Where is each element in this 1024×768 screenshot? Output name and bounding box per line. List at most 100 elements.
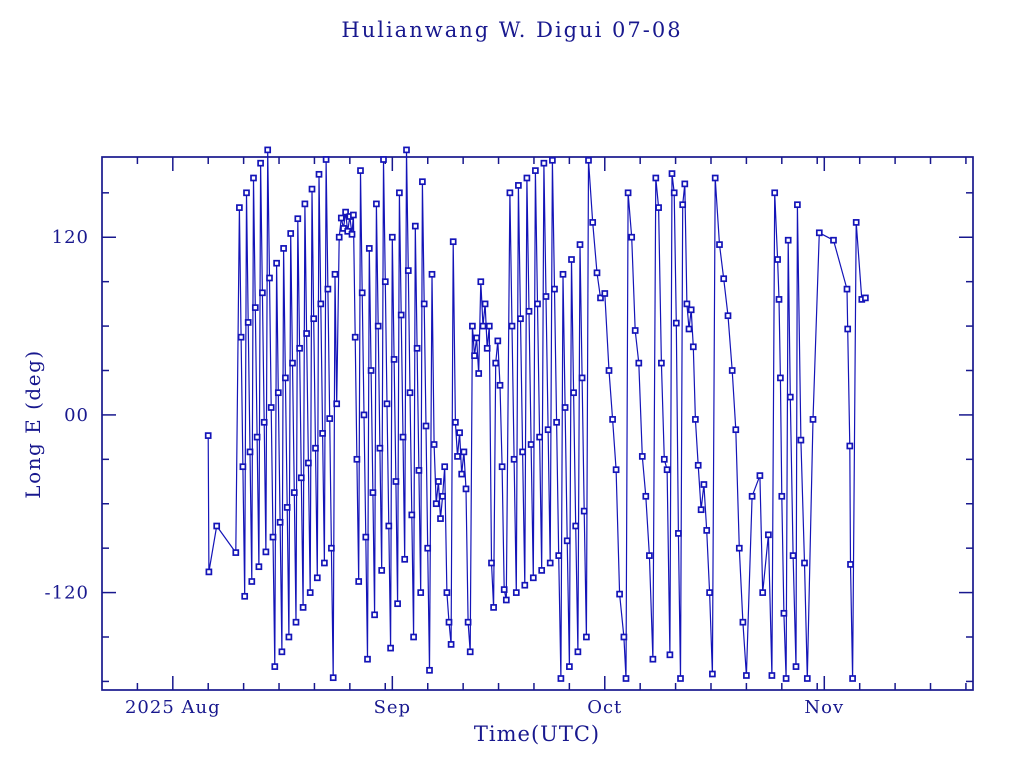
data-point-marker (677, 675, 684, 682)
x-tick-label: Sep (374, 697, 412, 718)
data-point-marker (471, 352, 478, 360)
data-point-marker (521, 581, 529, 589)
data-point-marker (269, 533, 277, 541)
data-point-marker (246, 448, 254, 456)
data-point-marker (843, 285, 851, 293)
data-point-marker (557, 675, 565, 682)
data-point-marker (492, 359, 500, 367)
data-point-marker (830, 236, 837, 244)
data-point-marker (479, 322, 487, 330)
data-point-marker (271, 663, 279, 670)
data-point-marker (394, 600, 401, 608)
data-point-marker (559, 270, 567, 278)
data-point-marker (454, 453, 461, 460)
data-point-marker (376, 444, 384, 452)
data-point-marker (585, 156, 592, 164)
data-point-marker (670, 189, 678, 197)
data-point-marker (794, 201, 801, 209)
data-point-marker (620, 633, 628, 641)
data-point-marker (244, 319, 252, 326)
data-point-marker (380, 156, 387, 163)
y-axis-title: Long E (deg) (21, 349, 45, 498)
data-point-marker (728, 367, 736, 374)
data-point-marker (711, 174, 719, 182)
data-point-marker (519, 448, 526, 456)
data-point-marker (542, 293, 550, 300)
data-point-marker (536, 433, 543, 441)
data-point-marker (452, 418, 459, 426)
data-point-marker (655, 204, 662, 211)
x-tick-label: Nov (804, 697, 844, 718)
data-point-marker (683, 300, 691, 308)
data-point-marker (679, 201, 687, 209)
data-point-marker (328, 544, 335, 552)
data-point-marker (515, 182, 522, 189)
data-point-marker (771, 189, 779, 197)
data-point-marker (496, 381, 504, 389)
data-point-marker (404, 267, 412, 274)
data-point-marker (803, 675, 811, 682)
data-point-marker (239, 463, 247, 471)
data-point-marker (250, 174, 257, 182)
data-point-marker (568, 256, 575, 263)
data-point-marker (462, 485, 470, 493)
data-point-marker (255, 563, 263, 571)
data-point-marker (353, 455, 361, 463)
data-point-marker (852, 219, 860, 226)
data-point-marker (732, 426, 740, 434)
data-point-marker (759, 589, 767, 596)
data-point-marker (299, 604, 307, 611)
data-point-marker (381, 278, 389, 286)
data-point-marker (675, 530, 682, 537)
data-point-marker (786, 393, 794, 401)
data-point-marker (844, 325, 852, 333)
data-point-marker (274, 389, 282, 397)
data-point-marker (237, 333, 245, 341)
data-point-marker (525, 307, 533, 315)
data-point-marker (424, 544, 432, 552)
data-point-marker (609, 416, 616, 423)
data-point-marker (593, 269, 601, 277)
data-point-marker (538, 567, 546, 574)
data-point-marker (278, 648, 286, 656)
data-point-marker (500, 586, 508, 593)
data-point-marker (739, 618, 747, 626)
data-point-marker (510, 455, 518, 463)
data-point-marker (687, 306, 695, 314)
data-point-marker (649, 655, 657, 663)
data-point-marker (638, 453, 646, 460)
data-point-marker (546, 559, 554, 567)
data-point-marker (364, 655, 371, 663)
data-point-marker (392, 478, 400, 485)
data-point-marker (529, 574, 537, 582)
data-point-marker (439, 492, 446, 500)
data-point-marker (422, 422, 430, 430)
data-point-marker (337, 214, 345, 222)
data-point-marker (849, 675, 856, 682)
data-point-marker (410, 633, 417, 641)
data-point-marker (280, 245, 287, 252)
data-point-marker (534, 300, 541, 308)
data-point-marker (420, 300, 428, 308)
data-point-marker (390, 356, 398, 363)
data-point-marker (756, 472, 764, 479)
data-point-marker (458, 470, 466, 478)
data-point-marker (342, 208, 349, 216)
data-point-marker (296, 344, 303, 352)
data-series (204, 146, 869, 682)
data-point-marker (512, 589, 520, 596)
data-point-marker (555, 552, 563, 559)
data-point-marker (709, 670, 716, 678)
data-point-marker (387, 644, 394, 652)
data-point-marker (597, 294, 604, 302)
data-point-marker (658, 359, 665, 367)
data-point-marker (660, 455, 668, 463)
y-tick-label: -120 (45, 583, 89, 604)
data-point-marker (447, 641, 455, 648)
data-point-marker (498, 463, 506, 471)
data-point-marker (494, 337, 502, 345)
data-point-marker (490, 604, 497, 611)
data-point-marker (243, 189, 250, 197)
data-point-marker (782, 675, 790, 682)
data-point-marker (287, 230, 295, 237)
